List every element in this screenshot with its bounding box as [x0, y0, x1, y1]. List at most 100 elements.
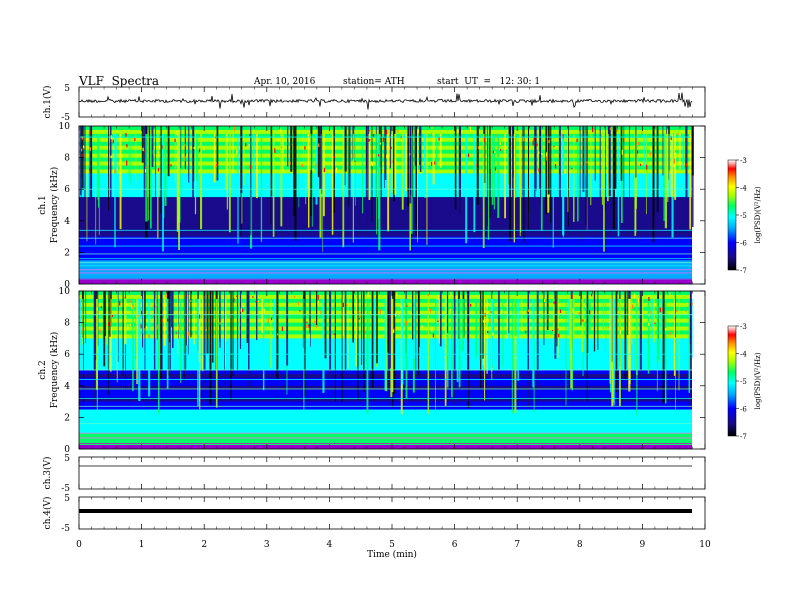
spectrogram-streak	[344, 291, 347, 402]
spectrogram-speckle	[418, 301, 420, 307]
spectrogram-streak	[394, 133, 397, 196]
spectrogram-speckle	[390, 146, 392, 149]
ch2-colorbar: -3 -4 -5 -6 -7 log(PSD)(V²/Hz)	[727, 323, 762, 441]
spectrogram-speckle	[654, 303, 656, 307]
spectrogram-streak	[216, 126, 219, 181]
spectrogram-streak	[148, 133, 149, 221]
spectrogram-speckle	[432, 333, 434, 338]
spectrogram-speckle	[299, 310, 301, 312]
spectrogram-speckle	[242, 308, 244, 313]
spectrogram-streak	[502, 298, 504, 368]
spectrogram-speckle	[525, 330, 527, 333]
spectrogram-speckle	[280, 146, 283, 149]
spectrogram-speckle	[199, 148, 201, 153]
spectrogram-streak	[628, 298, 631, 392]
spectrogram-streak	[620, 126, 623, 181]
spectrogram-streak	[611, 291, 613, 362]
ch1-colorbar-bar	[727, 159, 737, 271]
ch1-spec-ylabel: Frequency (kHz)	[49, 167, 60, 244]
ch2-spectrogram	[79, 291, 693, 450]
spectrogram-streak	[114, 133, 116, 248]
spectrogram-streak	[183, 291, 185, 381]
spectrogram-speckle	[500, 149, 502, 151]
spectrogram-streak	[228, 133, 231, 233]
x-tick-label: 1	[139, 540, 145, 550]
y-tick-label: 8	[64, 319, 70, 329]
spectrogram-speckle	[318, 143, 320, 148]
spectrogram-speckle	[293, 133, 295, 137]
spectrogram-streak	[490, 133, 492, 170]
spectrogram-streak	[639, 291, 642, 376]
spectrogram-speckle	[431, 327, 433, 332]
spectrogram-speckle	[315, 163, 317, 168]
ch1-colorbar-ticks: -3 -4 -5 -6 -7	[736, 157, 747, 275]
x-tick-label: 9	[640, 540, 646, 550]
spectrogram-speckle	[430, 133, 433, 136]
spectrogram-speckle	[148, 334, 150, 339]
ch1-colorbar-label: log(PSD)(V²/Hz)	[754, 186, 762, 243]
spectrogram-streak	[163, 298, 166, 346]
spectrogram-streak	[405, 133, 407, 192]
spectrogram-streak	[482, 291, 484, 359]
spectrogram-streak	[103, 291, 106, 367]
spectrogram-streak	[185, 291, 187, 400]
spectrogram-speckle	[490, 311, 492, 313]
spectrogram-speckle	[536, 143, 538, 147]
spectrogram-speckle	[431, 127, 433, 130]
spectrogram-speckle	[89, 147, 91, 151]
spectrogram-streak	[569, 298, 571, 348]
spectrogram-speckle	[431, 162, 433, 166]
spectrogram-streak	[169, 291, 171, 375]
spectrogram-streak	[405, 298, 408, 399]
spectrogram-streak	[225, 298, 227, 342]
spectrogram-speckle	[673, 164, 675, 168]
spectrogram-speckle	[457, 128, 459, 133]
ch2-spec-label: ch.2	[38, 360, 48, 379]
spectrogram-speckle	[368, 139, 370, 142]
spectrogram-row	[79, 216, 692, 222]
spectrogram-streak	[507, 133, 509, 184]
spectrogram-speckle	[82, 145, 85, 149]
spectrogram-streak	[491, 298, 494, 366]
spectrogram-speckle	[538, 151, 540, 154]
spectrogram-speckle	[382, 166, 384, 170]
spectrogram-speckle	[548, 140, 550, 143]
spectrogram-speckle	[369, 139, 371, 141]
spectrogram-streak	[609, 126, 611, 197]
spectrogram-speckle	[619, 329, 622, 335]
spectrogram-speckle	[391, 160, 393, 163]
spectrogram-speckle	[100, 306, 102, 309]
spectrogram-streak	[458, 298, 461, 388]
spectrogram-streak	[512, 126, 514, 178]
spectrogram-streak	[110, 126, 112, 223]
spectrogram-streak	[345, 126, 347, 172]
spectrogram-streak	[200, 133, 203, 230]
spectrogram-streak	[81, 126, 84, 189]
spectrogram-row	[79, 189, 692, 194]
spectrogram-speckle	[591, 293, 593, 297]
spectrogram-streak	[172, 291, 174, 348]
spectrogram-streak	[540, 133, 543, 231]
spectrogram-row	[79, 181, 692, 186]
x-tick-label: 0	[76, 540, 82, 550]
spectrogram-streak	[624, 291, 627, 381]
spectrogram-streak	[303, 291, 306, 397]
spectrogram-row	[79, 185, 692, 190]
spectrogram-speckle	[685, 310, 687, 312]
spectrogram-speckle	[111, 314, 113, 317]
spectrogram-streak	[447, 291, 449, 333]
spectrogram-streak	[427, 298, 430, 414]
spectrogram-streak	[605, 133, 608, 167]
spectrogram-streak	[582, 126, 585, 192]
spectrogram-streak	[540, 126, 541, 206]
spectrogram-streak	[272, 133, 275, 237]
spectrogram-streak	[309, 291, 311, 334]
spectrogram-streak	[317, 126, 320, 178]
spectrogram-speckle	[317, 295, 319, 300]
spectrogram-streak	[273, 298, 276, 366]
spectrogram-streak	[322, 133, 325, 217]
spectrogram-streak	[664, 133, 667, 229]
spectrogram-speckle	[291, 143, 293, 146]
spectrogram-streak	[98, 133, 100, 208]
spectrogram-streak	[520, 133, 522, 233]
